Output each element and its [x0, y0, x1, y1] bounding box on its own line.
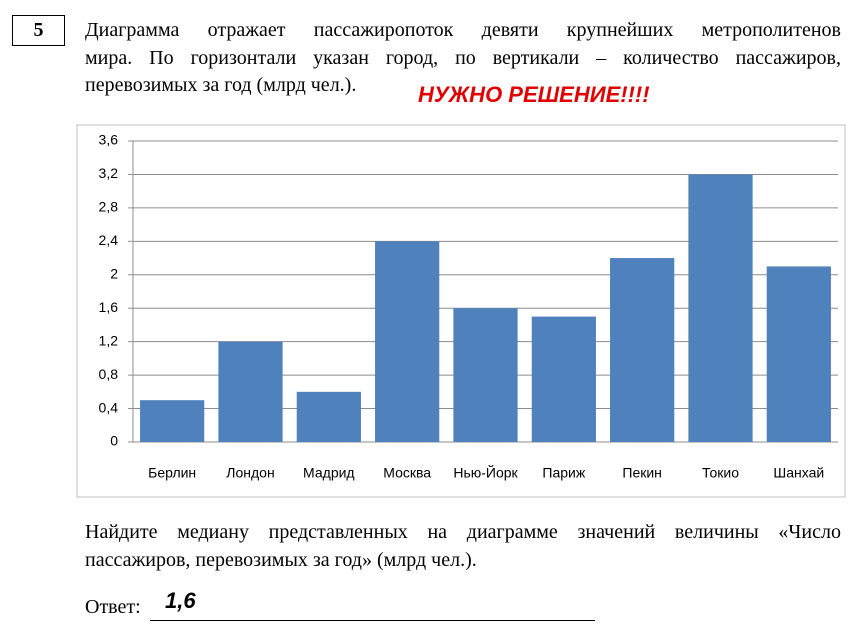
question-line: пассажиров, перевозимых за год» (млрд че… [85, 549, 477, 571]
y-tick-label: 1,2 [99, 332, 119, 348]
text-line: мира. По горизонтали указан город, по ве… [85, 47, 841, 69]
bar [688, 174, 753, 442]
x-tick-label: Мадрид [303, 465, 355, 481]
y-tick-label: 0 [110, 433, 118, 449]
x-tick-label: Пекин [622, 465, 662, 481]
answer-label: Ответ: [85, 596, 141, 618]
answer-line [150, 620, 595, 621]
question-line: Найдите медиану представленных на диагра… [85, 521, 841, 543]
x-tick-label: Шанхай [773, 465, 824, 481]
bar [375, 241, 440, 442]
bar [218, 341, 283, 442]
bar [531, 316, 596, 442]
x-tick-label: Нью-Йорк [453, 464, 518, 481]
x-tick-label: Берлин [148, 465, 196, 481]
text-line: Диаграмма отражает пассажиропоток девяти… [85, 19, 841, 41]
x-tick-label: Париж [542, 465, 585, 481]
bar [140, 400, 205, 442]
text-line: перевозимых за год (млрд чел.). [85, 74, 357, 96]
y-tick-label: 2,8 [99, 199, 119, 215]
x-tick-label: Лондон [226, 465, 274, 481]
x-tick-label: Токио [702, 465, 739, 481]
bar [453, 308, 518, 442]
x-tick-label: Москва [383, 465, 431, 481]
y-tick-label: 1,6 [99, 299, 119, 315]
y-tick-label: 3,2 [99, 165, 119, 181]
answer: 1,6 [165, 588, 196, 613]
bar [610, 258, 675, 442]
y-tick-label: 3,6 [99, 132, 119, 148]
bar [766, 266, 831, 442]
problem-number: 5 [12, 15, 65, 46]
bar [296, 391, 361, 442]
y-tick-label: 0,8 [99, 366, 119, 382]
y-tick-label: 2 [110, 265, 118, 281]
y-tick-label: 2,4 [99, 232, 119, 248]
y-tick-label: 0,4 [99, 399, 119, 415]
note: НУЖНО РЕШЕНИЕ!!!! [418, 82, 650, 107]
